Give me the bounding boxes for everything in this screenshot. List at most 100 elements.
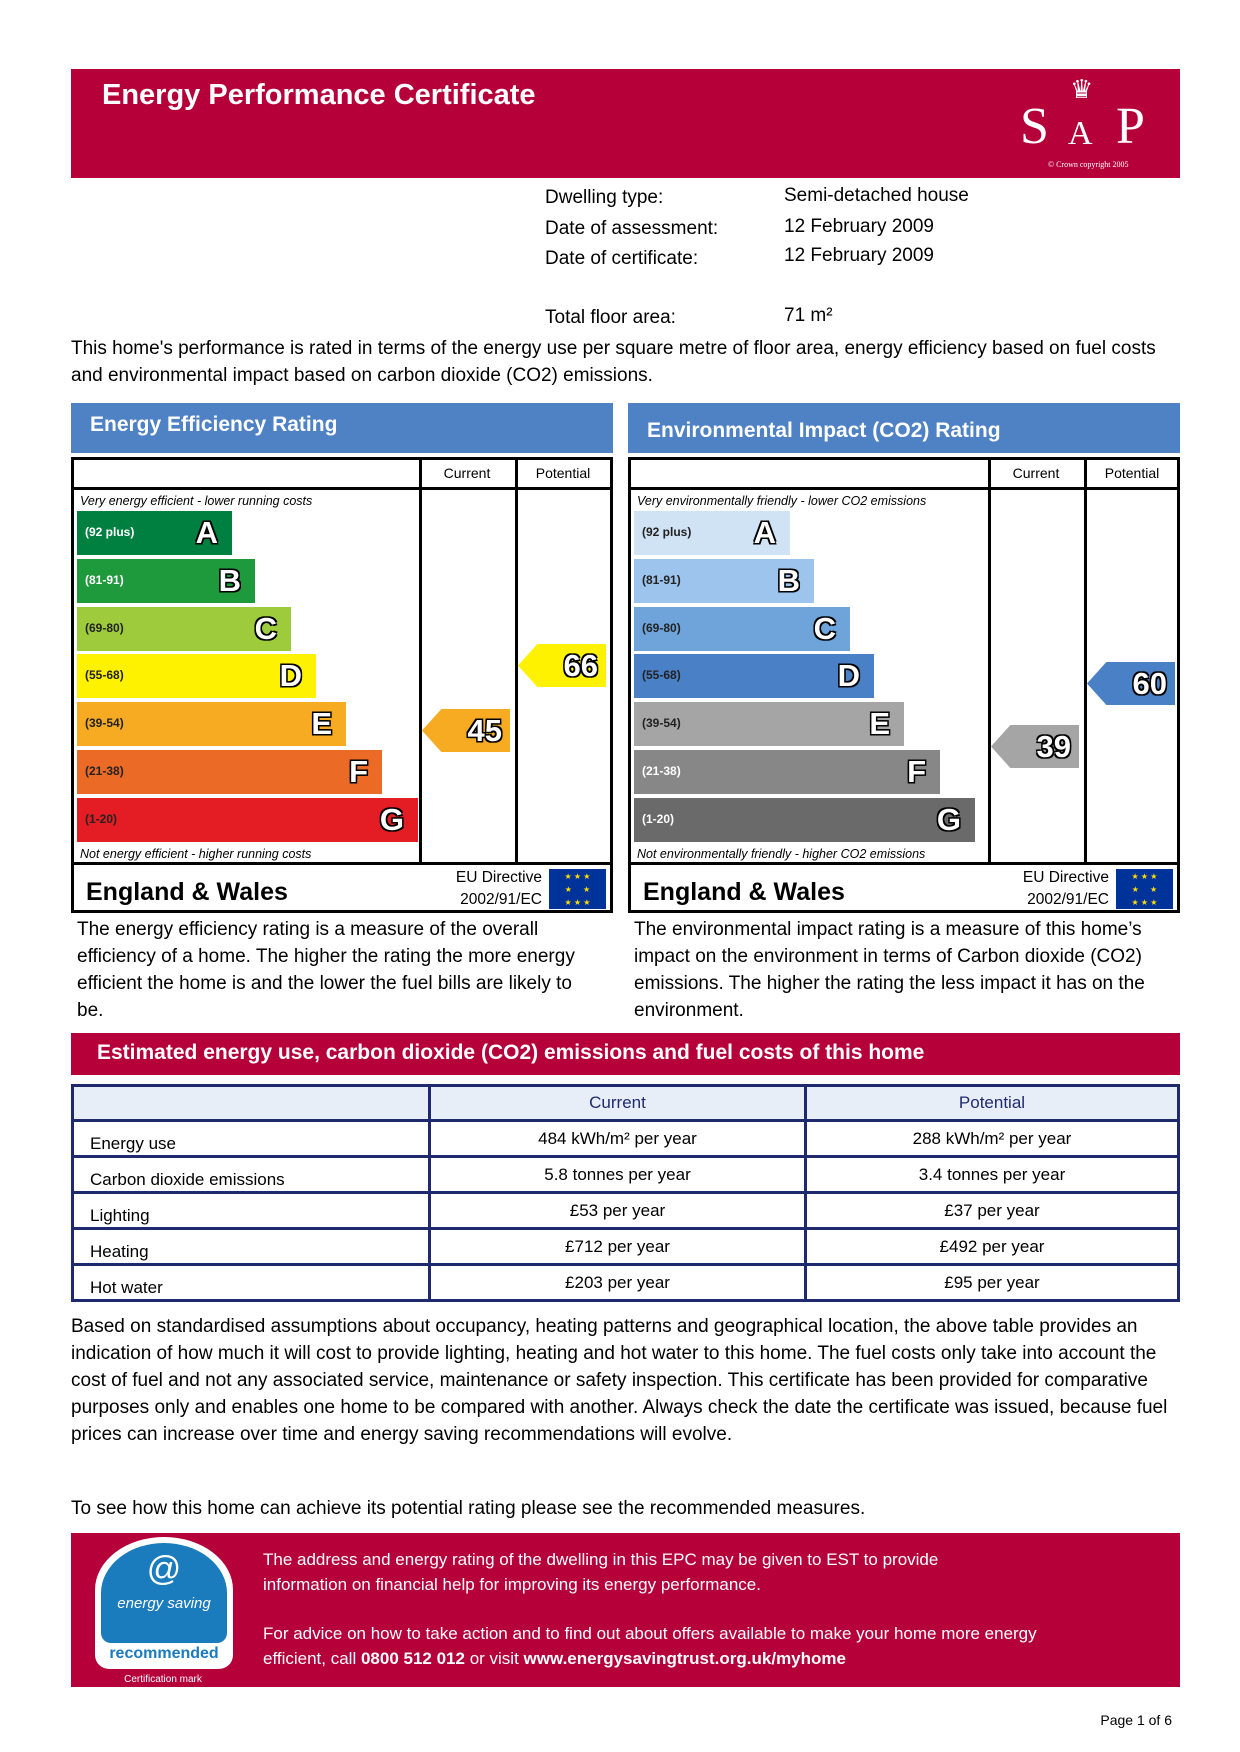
rating-band-a: (92 plus) A: [634, 511, 790, 555]
band-range: (69-80): [642, 620, 681, 635]
band-range: (21-38): [642, 764, 681, 778]
est-info-text: The address and energy rating of the dwe…: [263, 1550, 939, 1594]
eu-flag-icon: ★ ★ ★ ★ ★ ★ ★ ★: [1116, 869, 1173, 909]
bottom-caption: Not energy efficient - higher running co…: [80, 847, 312, 861]
band-range: (1-20): [85, 811, 118, 826]
phone-number[interactable]: 0800 512 012: [360, 1649, 465, 1668]
rating-band-b: (81-91) B: [634, 558, 814, 603]
assumptions-text: Based on standardised assumptions about …: [71, 1316, 1168, 1445]
dwelling-type-value: Semi-detached house: [784, 185, 969, 206]
band-letter: G: [936, 801, 961, 837]
current-rating-arrow: 39: [991, 725, 1079, 768]
rating-band-e: (39-54) E: [634, 702, 904, 747]
floor-area-value: 71 m²: [784, 305, 833, 326]
rating-band-f: (21-38) F: [77, 750, 382, 794]
potential-rating-arrow: 60: [1087, 662, 1175, 705]
band-letter: B: [218, 562, 241, 598]
table-row: Lighting £53 per year £37 per year: [71, 1191, 1180, 1230]
swirl-icon: @: [146, 1550, 182, 1588]
page-title: Energy Performance Certificate: [102, 79, 536, 111]
col-potential: Potential: [535, 465, 591, 481]
potential-value: £95 per year: [804, 1263, 1180, 1302]
band-range: (39-54): [642, 716, 681, 731]
band-range: (69-80): [85, 620, 124, 635]
advice-text-part: or visit: [464, 1649, 524, 1668]
band-range: (55-68): [642, 668, 681, 683]
assessment-date-value: 12 February 2009: [784, 216, 934, 237]
est-link[interactable]: www.energysavingtrust.org.uk/myhome: [523, 1649, 846, 1668]
rating-band-g: (1-20) G: [77, 797, 418, 842]
efficiency-rating-chart: Current Potential Very energy efficient …: [71, 457, 613, 913]
table-row: Hot water £203 per year £95 per year: [71, 1263, 1180, 1302]
directive-label: EU Directive: [1022, 869, 1109, 886]
band-letter: F: [907, 754, 926, 789]
certificate-date-label: Date of certificate:: [545, 248, 699, 269]
table-header-row: Current Potential: [71, 1084, 1180, 1122]
col-potential: Potential: [1104, 465, 1160, 481]
current-value: 5.8 tonnes per year: [428, 1155, 807, 1194]
current-value: £712 per year: [428, 1227, 807, 1266]
potential-value: £37 per year: [804, 1191, 1180, 1230]
current-value: 484 kWh/m² per year: [428, 1119, 807, 1158]
bottom-caption: Not environmentally friendly - higher CO…: [637, 847, 926, 861]
environment-rating-chart: Current Potential Very environmentally f…: [628, 457, 1180, 913]
directive-label: EU Directive: [455, 869, 542, 886]
table-row: Heating £712 per year £492 per year: [71, 1227, 1180, 1266]
est-footer-banner: @ energy saving recommended Certificatio…: [71, 1533, 1180, 1687]
assessment-date-label: Date of assessment:: [545, 218, 719, 239]
potential-value: 3.4 tonnes per year: [804, 1155, 1180, 1194]
efficiency-description: The energy efficiency rating is a measur…: [77, 919, 575, 1021]
current-rating-arrow: 45: [422, 709, 510, 752]
band-range: (81-91): [85, 572, 124, 587]
potential-rating-arrow: 66: [518, 644, 606, 687]
band-letter: E: [869, 706, 890, 742]
row-label: Lighting: [71, 1191, 431, 1230]
band-range: (92 plus): [85, 525, 135, 539]
table-row: Energy use 484 kWh/m² per year 288 kWh/m² …: [71, 1119, 1180, 1158]
band-range: (81-91): [642, 572, 681, 587]
intro-text: This home's performance is rated in term…: [71, 338, 1156, 386]
environment-title: Environmental Impact (CO2) Rating: [628, 403, 1180, 453]
costs-table: Current Potential Energy use 484 kWh/m² pe…: [71, 1084, 1180, 1302]
row-label: Carbon dioxide emissions: [71, 1155, 431, 1194]
col-current: Current: [443, 465, 491, 481]
certificate-date-value: 12 February 2009: [784, 245, 934, 266]
logo-swirl: @ energy saving: [101, 1543, 227, 1643]
region-label: England & Wales: [643, 878, 845, 906]
dwelling-type-label: Dwelling type:: [545, 187, 664, 208]
row-label: Hot water: [71, 1263, 431, 1302]
eu-directive: EU Directive 2002/91/EC: [1023, 867, 1109, 911]
table-row: Carbon dioxide emissions 5.8 tonnes per y…: [71, 1155, 1180, 1194]
band-range: (92 plus): [642, 525, 692, 539]
potential-value: 288 kWh/m² per year: [804, 1119, 1180, 1158]
advice-text: For advice on how to take action and to …: [263, 1621, 1063, 1671]
band-range: (39-54): [85, 716, 124, 731]
eu-directive: EU Directive 2002/91/EC: [456, 867, 542, 911]
energy-saving-recommended-logo: @ energy saving recommended: [95, 1537, 233, 1669]
rating-band-c: (69-80) C: [77, 606, 291, 651]
col-potential: Potential: [804, 1084, 1180, 1122]
logo-copyright: © Crown copyright 2005: [1048, 160, 1129, 169]
certification-mark: Certification mark: [124, 1674, 202, 1685]
band-letter: E: [311, 706, 332, 742]
col-current: Current: [1012, 465, 1060, 481]
rating-band-b: (81-91) B: [77, 558, 255, 603]
advice-text-part: For advice on how to take action and to …: [263, 1624, 1037, 1668]
eu-flag-icon: ★ ★ ★ ★ ★ ★ ★ ★: [549, 869, 606, 909]
rating-band-d: (55-68) D: [634, 654, 874, 699]
row-label: Energy use: [71, 1119, 431, 1158]
rating-band-c: (69-80) C: [634, 606, 850, 651]
band-letter: C: [254, 610, 277, 646]
see-measures-text: To see how this home can achieve its pot…: [71, 1498, 866, 1519]
directive-number: 2002/91/EC: [1027, 891, 1109, 908]
rating-band-e: (39-54) E: [77, 702, 346, 747]
row-label: Heating: [71, 1227, 431, 1266]
band-letter: A: [195, 515, 218, 550]
band-letter: B: [777, 562, 800, 598]
top-caption: Very environmentally friendly - lower CO…: [637, 494, 927, 508]
band-letter: G: [379, 801, 404, 837]
band-letter: F: [349, 754, 368, 789]
rating-band-g: (1-20) G: [634, 797, 975, 842]
